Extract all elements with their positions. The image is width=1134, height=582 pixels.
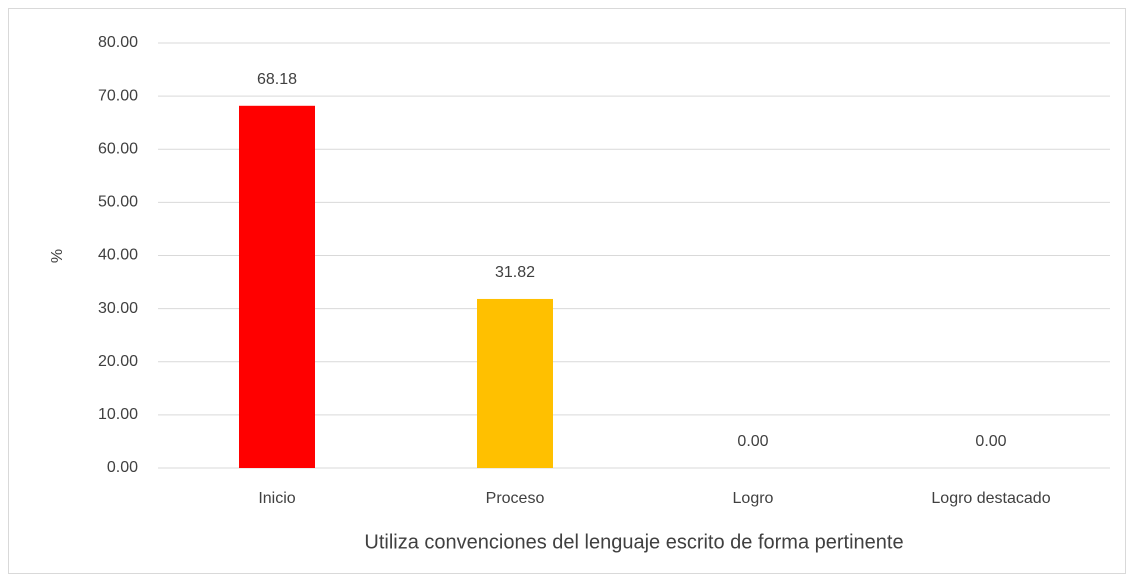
y-tick-label: 20.00 (98, 353, 138, 370)
x-tick-label: Proceso (486, 490, 545, 507)
y-tick-label: 60.00 (98, 140, 138, 157)
x-tick-label: Inicio (258, 490, 295, 507)
y-tick-label: 80.00 (98, 34, 138, 51)
chart-border (8, 8, 1126, 574)
x-tick-label: Logro (733, 490, 774, 507)
y-axis-label: % (49, 249, 66, 263)
bar (239, 105, 315, 468)
x-tick-label: Logro destacado (931, 490, 1050, 507)
y-tick-label: 40.00 (98, 247, 138, 264)
y-tick-label: 50.00 (98, 194, 138, 211)
data-label: 68.18 (257, 71, 297, 88)
data-label: 0.00 (737, 433, 768, 450)
data-label: 0.00 (975, 433, 1006, 450)
data-label: 31.82 (495, 264, 535, 281)
y-tick-label: 30.00 (98, 300, 138, 317)
bar (477, 298, 553, 468)
y-tick-label: 70.00 (98, 87, 138, 104)
x-axis-label: Utiliza convenciones del lenguaje escrit… (364, 531, 903, 553)
y-tick-label: 0.00 (107, 459, 138, 476)
y-tick-label: 10.00 (98, 406, 138, 423)
